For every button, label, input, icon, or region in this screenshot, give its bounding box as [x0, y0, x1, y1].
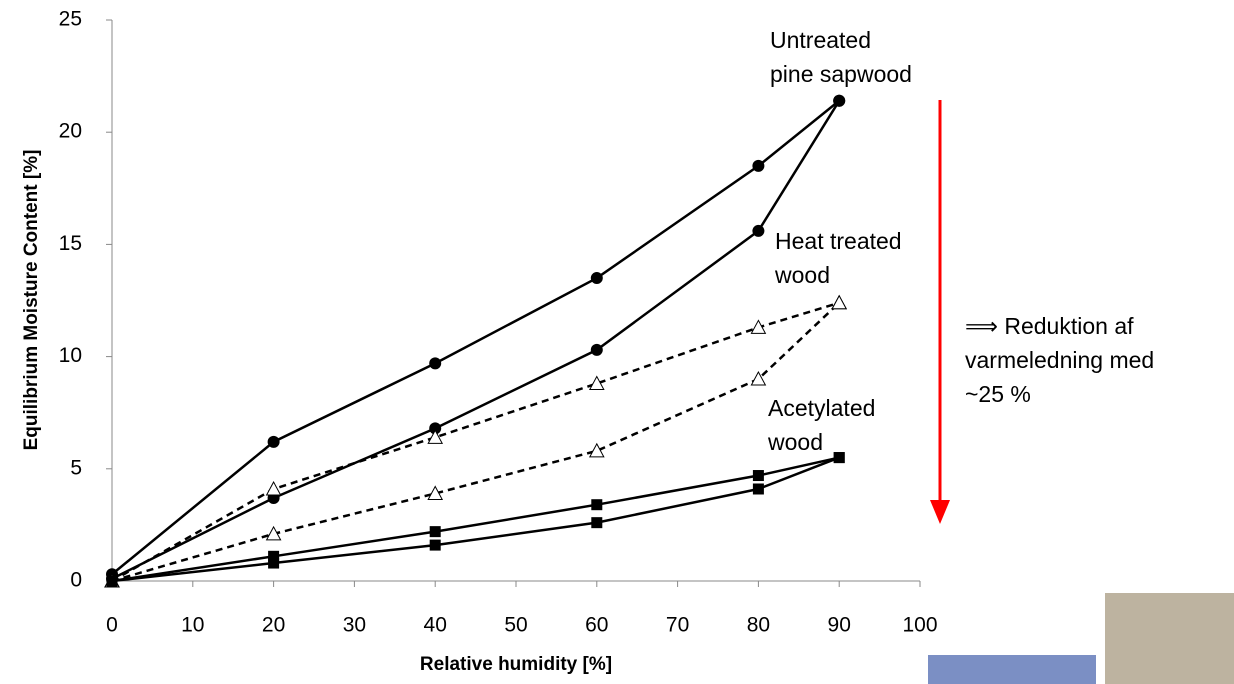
marker: [265, 480, 282, 496]
marker: [429, 357, 442, 370]
y-tick-label: 25: [59, 8, 82, 31]
marker: [427, 485, 444, 500]
marker: [752, 224, 765, 237]
marker: [429, 422, 442, 435]
marker: [268, 557, 280, 569]
annotation-line: ~25 %: [965, 381, 1031, 407]
annotation-line: wood: [767, 429, 823, 455]
marker: [106, 575, 118, 587]
series: [106, 452, 845, 587]
annotation: Heat treated wood: [774, 228, 902, 288]
marker: [268, 550, 280, 562]
y-tick-label: 15: [59, 232, 82, 255]
series: [106, 94, 846, 585]
x-tick-label: 50: [504, 614, 527, 637]
decor-square: [1105, 593, 1234, 684]
series: [106, 452, 845, 587]
series-line: [111, 456, 840, 583]
marker: [429, 526, 441, 538]
series-line: [111, 456, 840, 583]
series-line: [111, 301, 841, 583]
annotation-line: ⟹ Reduktion af: [965, 313, 1134, 339]
marker: [267, 435, 280, 448]
series: [106, 94, 846, 581]
series-line: [111, 100, 841, 580]
x-tick-label: 100: [902, 614, 937, 637]
y-tick-label: 10: [59, 344, 82, 367]
marker: [429, 539, 441, 551]
annotation-line: Heat treated: [775, 228, 902, 254]
annotation: Acetylated wood: [767, 395, 875, 455]
marker: [750, 370, 767, 386]
x-tick-label: 70: [666, 614, 689, 637]
decor-bar: [928, 655, 1096, 684]
marker: [833, 452, 845, 464]
series: [104, 294, 848, 588]
x-tick-label: 30: [343, 614, 366, 637]
x-tick-label: 60: [585, 614, 608, 637]
marker: [752, 159, 765, 172]
annotation: Untreated pine sapwood: [770, 27, 912, 87]
y-tick-label: 20: [59, 120, 82, 143]
marker: [750, 319, 767, 334]
marker: [833, 94, 846, 107]
x-tick-label: 40: [424, 614, 447, 637]
x-tick-label: 20: [262, 614, 285, 637]
x-tick-label: 0: [106, 614, 118, 637]
marker: [831, 294, 848, 310]
marker: [588, 375, 605, 391]
annotation: ⟹ Reduktion af varmeledning med ~25 %: [965, 313, 1154, 407]
x-tick-label: 10: [181, 614, 204, 637]
annotation-line: varmeledning med: [965, 347, 1154, 373]
marker: [265, 525, 282, 541]
series: [104, 294, 848, 588]
y-axis-label: Equilibrium Moisture Content [%]: [21, 150, 42, 451]
y-tick-label: 5: [70, 456, 82, 479]
x-tick-label: 90: [828, 614, 851, 637]
y-tick-label: 0: [70, 569, 82, 592]
annotation-line: wood: [774, 262, 830, 288]
x-axis-label: Relative humidity [%]: [420, 654, 612, 675]
annotation-line: Acetylated: [768, 395, 875, 421]
marker: [590, 343, 603, 356]
annotation-line: pine sapwood: [770, 61, 912, 87]
series-line: [111, 99, 840, 576]
x-tick-label: 80: [747, 614, 770, 637]
marker: [591, 517, 603, 529]
marker: [591, 499, 603, 511]
marker: [590, 272, 603, 285]
marker: [752, 470, 764, 482]
marker: [588, 442, 605, 458]
series-line: [111, 301, 840, 583]
marker: [427, 429, 444, 444]
marker: [752, 483, 764, 495]
reduction-arrow-head: [930, 500, 950, 524]
annotation-line: Untreated: [770, 27, 871, 53]
